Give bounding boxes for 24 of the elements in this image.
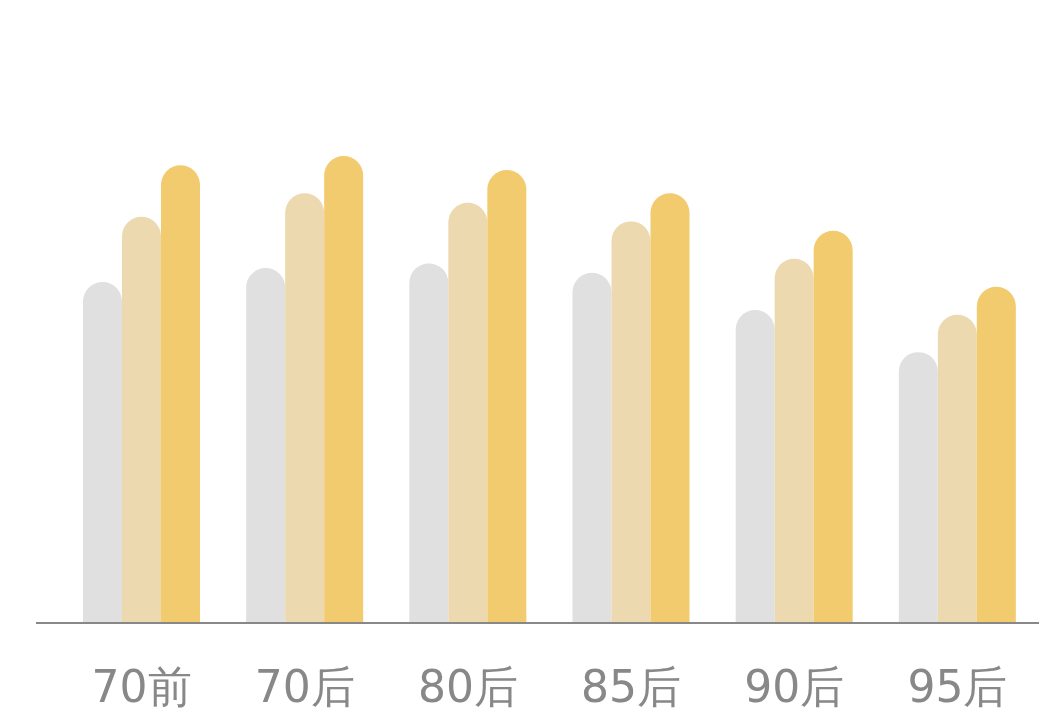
bar — [487, 170, 527, 623]
bar — [285, 193, 325, 623]
x-tick-label: 70前 — [91, 661, 192, 713]
x-tick-label: 95后 — [907, 661, 1008, 713]
x-tick-label: 90后 — [744, 661, 845, 713]
bar — [976, 286, 1016, 623]
bar — [813, 230, 853, 623]
bar — [735, 310, 775, 623]
bar — [898, 352, 938, 623]
bar — [324, 156, 364, 623]
bar — [83, 282, 122, 623]
x-tick-label: 85后 — [581, 661, 682, 713]
bar — [246, 268, 286, 623]
bar — [448, 202, 488, 623]
bar — [650, 193, 690, 623]
bar — [161, 165, 200, 623]
bar — [409, 263, 449, 623]
x-tick-label: 70后 — [254, 661, 355, 713]
bar — [774, 258, 814, 623]
x-tick-label: 80后 — [417, 661, 518, 713]
bar — [937, 314, 977, 623]
bar — [122, 216, 161, 623]
bar — [572, 272, 612, 623]
bar — [611, 221, 651, 623]
